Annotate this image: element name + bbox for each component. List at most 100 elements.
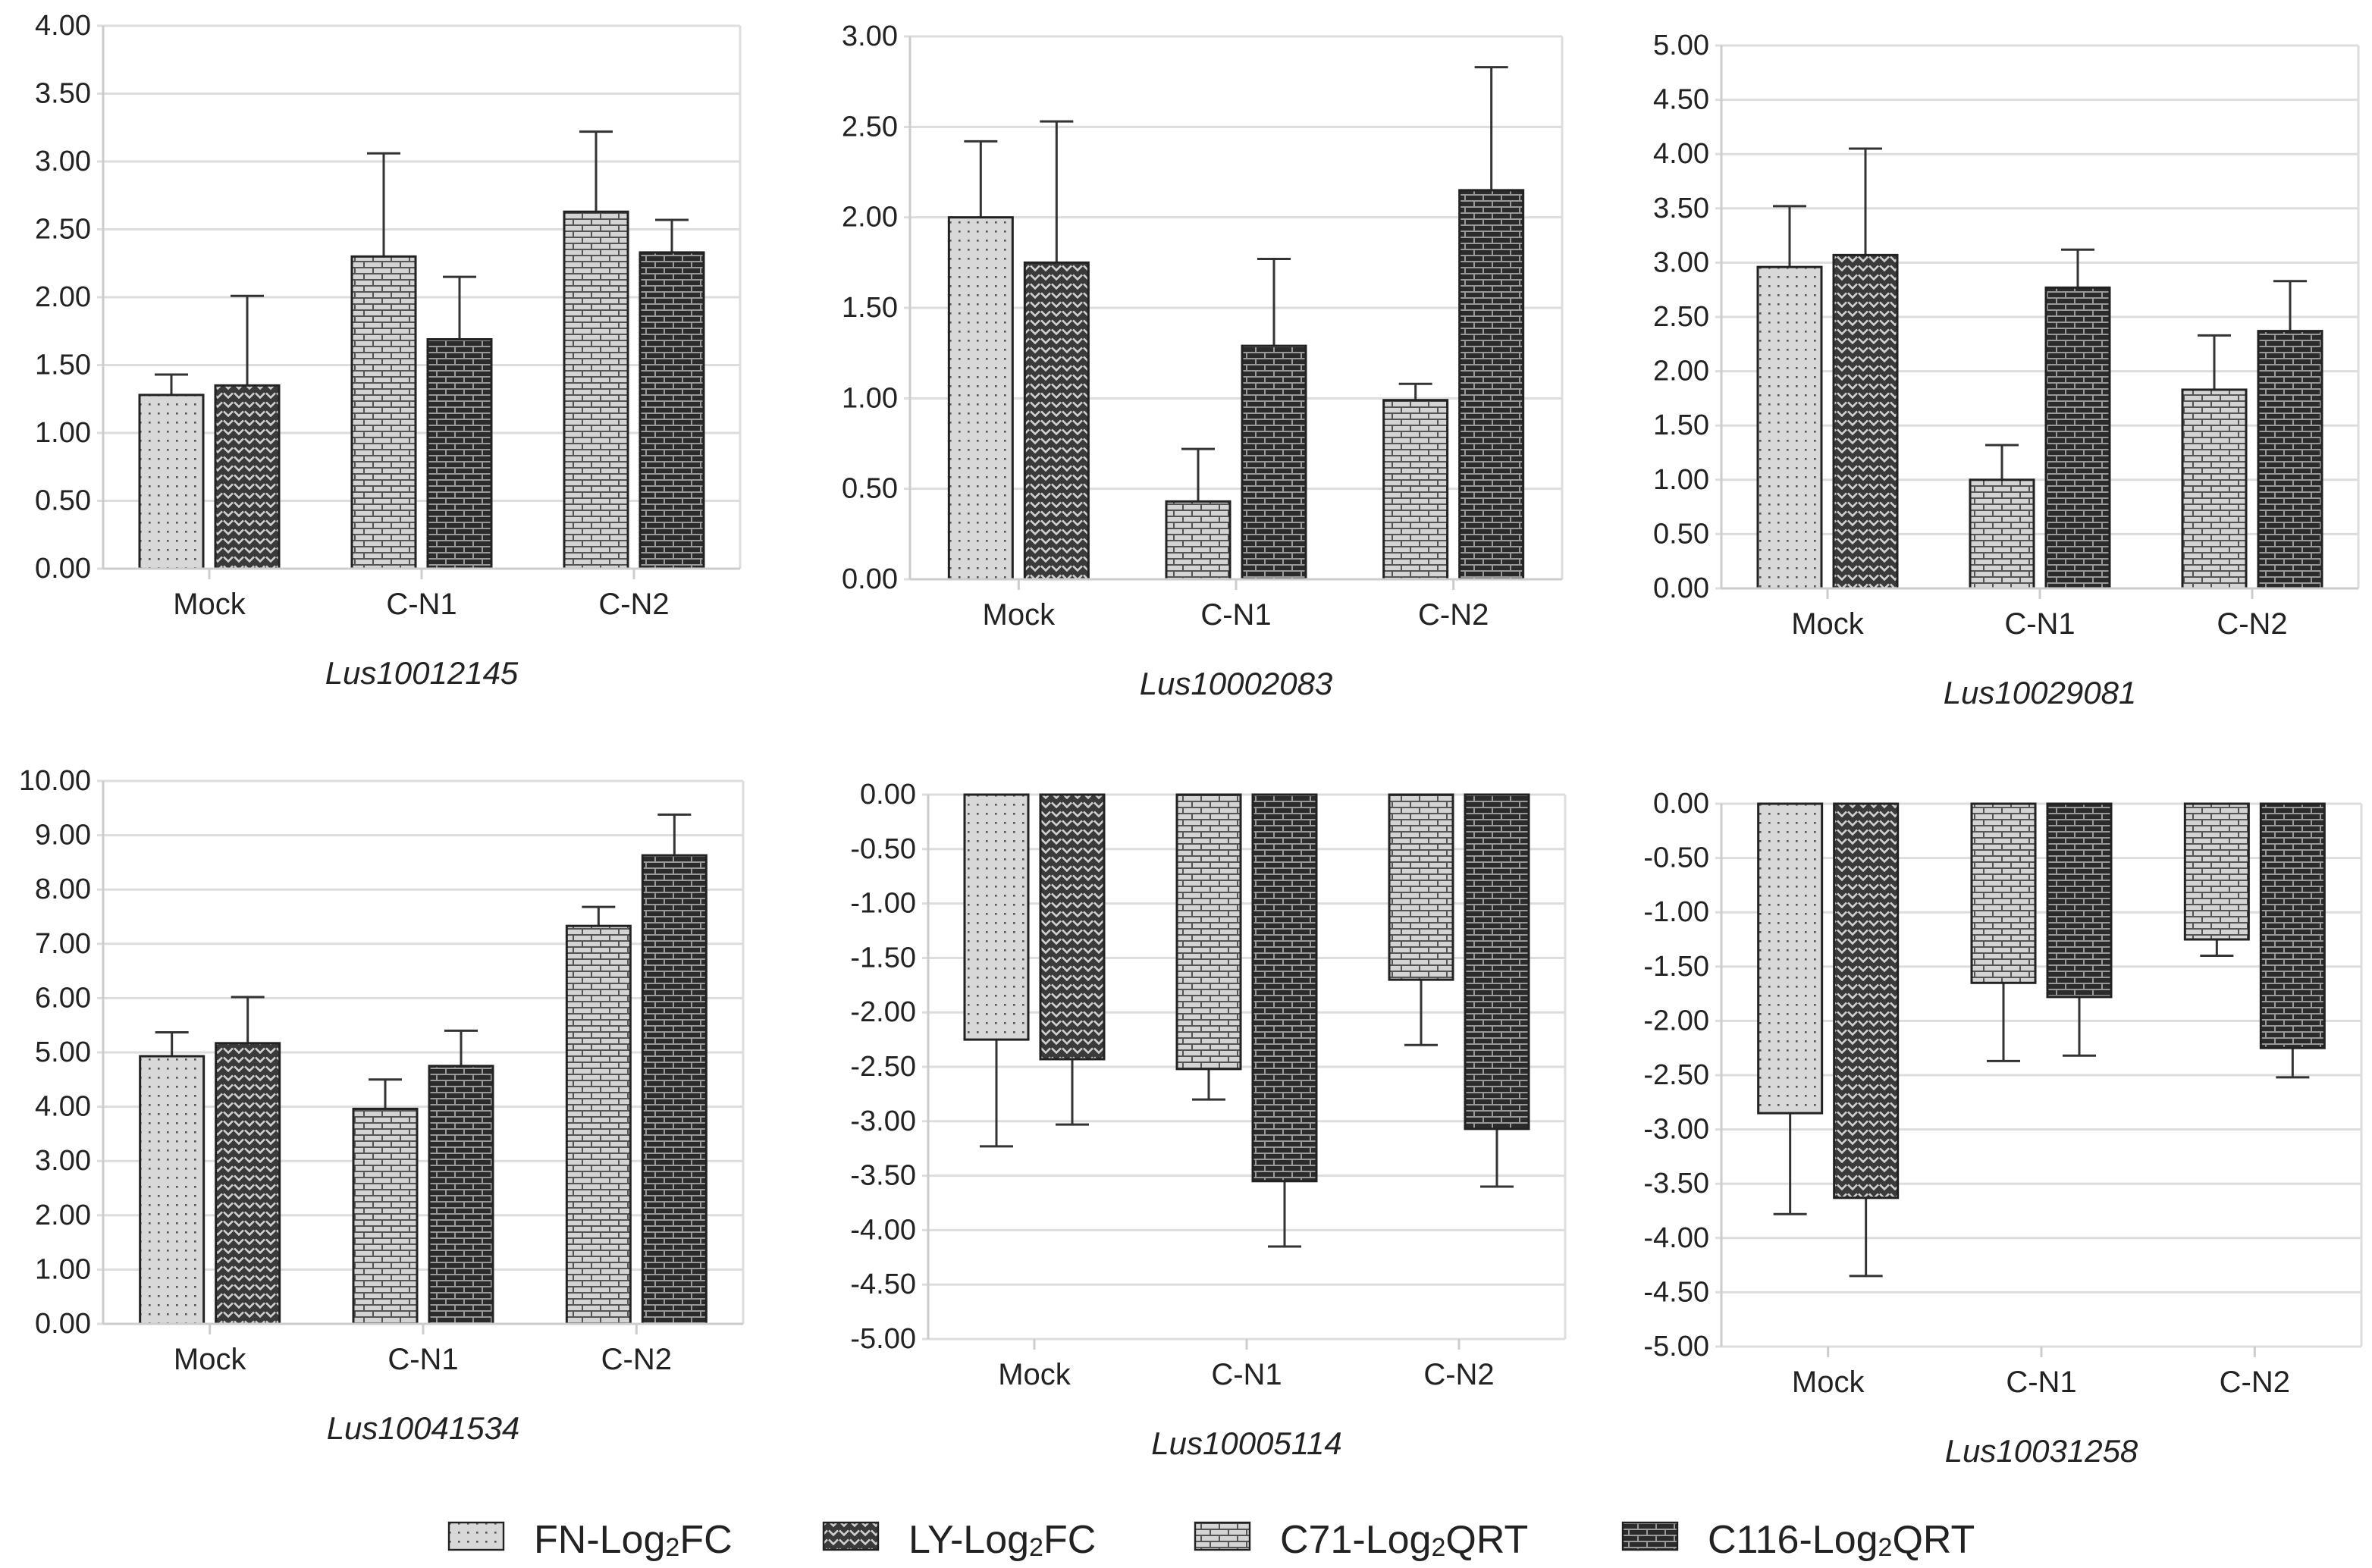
y-tick-label: 0.00 bbox=[35, 1308, 91, 1340]
legend-label-c71: C71-Log2QRT bbox=[1280, 1518, 1528, 1562]
bar-c71 bbox=[1970, 802, 2037, 984]
x-tick-label: Mock bbox=[998, 1358, 1071, 1391]
x-tick-label: C-N2 bbox=[1423, 1358, 1494, 1391]
chart-title: Lus10041534 bbox=[327, 1410, 520, 1446]
legend-label-suffix: FC bbox=[1043, 1518, 1096, 1562]
bar-c116 bbox=[1464, 793, 1530, 1131]
y-tick-label: 2.00 bbox=[35, 281, 91, 313]
bar-c71 bbox=[563, 210, 629, 570]
x-tick-label: C-N1 bbox=[1211, 1358, 1282, 1391]
bar-c116 bbox=[428, 1065, 494, 1325]
chart-title: Lus10031258 bbox=[1945, 1433, 2138, 1469]
bar-c116 bbox=[1241, 344, 1307, 581]
bar-c116 bbox=[2044, 286, 2111, 590]
y-tick-label: 4.00 bbox=[35, 1091, 91, 1123]
legend-label-suffix: QRT bbox=[1445, 1518, 1528, 1562]
y-tick-label: 0.50 bbox=[842, 473, 898, 505]
y-tick-label: 2.50 bbox=[35, 214, 91, 246]
y-tick-label: 4.50 bbox=[1653, 84, 1709, 116]
x-tick-label: C-N1 bbox=[2004, 607, 2075, 641]
legend-label-prefix: LY-Log bbox=[908, 1518, 1029, 1562]
y-tick-label: -1.50 bbox=[1643, 951, 1709, 983]
bar-c116 bbox=[641, 854, 708, 1325]
y-tick-label: -3.00 bbox=[850, 1105, 916, 1137]
bar-c116 bbox=[638, 251, 705, 570]
y-tick-label: 3.00 bbox=[35, 1145, 91, 1177]
bar-c71 bbox=[1165, 500, 1231, 581]
y-tick-label: 1.50 bbox=[842, 292, 898, 324]
y-tick-label: 0.00 bbox=[860, 779, 916, 811]
y-tick-label: 10.00 bbox=[19, 765, 91, 797]
y-tick-label: 2.00 bbox=[842, 202, 898, 234]
legend-swatch-c71 bbox=[1194, 1521, 1251, 1551]
x-tick-label: C-N2 bbox=[1418, 598, 1489, 632]
y-tick-label: 1.00 bbox=[842, 382, 898, 414]
y-tick-label: 4.00 bbox=[35, 10, 91, 42]
bar-c71 bbox=[1382, 399, 1449, 581]
bar-fn bbox=[947, 216, 1014, 581]
y-tick-label: -3.50 bbox=[1643, 1168, 1709, 1200]
chart-title: Lus10002083 bbox=[1140, 666, 1333, 701]
chart-panel: 0.00 0.50 1.00 1.50 2.00 2.50 3.00 3.50 4.00 4.50… bbox=[1653, 30, 2360, 710]
chart-panel: 0.00 0.50 1.00 1.50 2.00 2.50 3.00 3.50 4.00 Mock… bbox=[35, 10, 742, 691]
bar-c116 bbox=[1458, 189, 1525, 581]
bar-c71 bbox=[2183, 802, 2250, 941]
y-tick-label: -2.00 bbox=[850, 996, 916, 1028]
y-tick-label: 5.00 bbox=[35, 1036, 91, 1068]
legend-label-prefix: C71-Log bbox=[1280, 1518, 1431, 1562]
y-tick-label: 4.00 bbox=[1653, 138, 1709, 170]
x-tick-label: C-N1 bbox=[386, 588, 457, 621]
y-tick-label: 1.00 bbox=[35, 417, 91, 449]
chart-title: Lus10029081 bbox=[1944, 675, 2137, 710]
bar-fn bbox=[1757, 802, 1824, 1115]
bar-fn bbox=[1756, 265, 1823, 590]
bar-c116 bbox=[2259, 802, 2326, 1049]
x-tick-label: C-N1 bbox=[387, 1343, 458, 1376]
x-tick-label: C-N2 bbox=[598, 588, 669, 621]
y-tick-label: 1.00 bbox=[1653, 464, 1709, 496]
y-tick-label: -0.50 bbox=[1643, 842, 1709, 874]
bar-c71 bbox=[565, 924, 632, 1325]
y-tick-label: 2.00 bbox=[1653, 356, 1709, 387]
y-tick-label: 7.00 bbox=[35, 928, 91, 960]
legend-label-subscript: 2 bbox=[665, 1533, 679, 1562]
y-tick-label: 1.00 bbox=[35, 1253, 91, 1285]
legend-label-subscript: 2 bbox=[1029, 1533, 1043, 1562]
legend-label-fn: FN-Log2FC bbox=[534, 1518, 733, 1562]
y-tick-label: -5.00 bbox=[850, 1323, 916, 1355]
bar-ly bbox=[1023, 261, 1090, 581]
chart-title: Lus10012145 bbox=[325, 655, 519, 691]
bar-fn bbox=[139, 1055, 206, 1325]
x-tick-label: Mock bbox=[1791, 607, 1865, 641]
bar-c116 bbox=[426, 337, 493, 570]
y-tick-label: 8.00 bbox=[35, 873, 91, 905]
chart-title: Lus10005114 bbox=[1151, 1425, 1341, 1461]
chart-panel: 0.00 1.00 2.00 3.00 4.00 5.00 6.00 7.00 8.00 9.00… bbox=[19, 765, 745, 1446]
chart-panel: 0.00 0.50 1.00 1.50 2.00 2.50 3.00 Mock C-N1 C-N2… bbox=[842, 20, 1564, 701]
bar-ly bbox=[215, 1042, 281, 1325]
y-tick-label: -0.50 bbox=[850, 833, 916, 865]
x-tick-label: Mock bbox=[1792, 1366, 1865, 1399]
bar-c116 bbox=[1251, 793, 1318, 1183]
x-tick-label: Mock bbox=[983, 598, 1056, 632]
y-tick-label: -1.00 bbox=[850, 888, 916, 920]
bar-c71 bbox=[2181, 388, 2248, 590]
y-tick-label: -2.50 bbox=[850, 1051, 916, 1083]
bar-ly bbox=[1039, 793, 1106, 1061]
y-tick-label: -4.00 bbox=[850, 1214, 916, 1246]
bar-c71 bbox=[1969, 478, 2035, 590]
legend-swatch-c116 bbox=[1621, 1521, 1679, 1551]
legend-label-subscript: 2 bbox=[1878, 1533, 1893, 1562]
y-tick-label: 1.50 bbox=[1653, 409, 1709, 441]
bar-fn bbox=[963, 793, 1030, 1041]
y-tick-label: 2.00 bbox=[35, 1200, 91, 1231]
y-tick-label: -3.00 bbox=[1643, 1114, 1709, 1146]
y-tick-label: 6.00 bbox=[35, 982, 91, 1014]
legend-label-c116: C116-Log2QRT bbox=[1708, 1518, 1975, 1562]
y-tick-label: 0.00 bbox=[35, 553, 91, 585]
bar-c71 bbox=[350, 255, 417, 570]
y-tick-label: -3.50 bbox=[850, 1160, 916, 1192]
x-tick-label: C-N2 bbox=[2217, 607, 2287, 641]
y-tick-label: 0.00 bbox=[842, 563, 898, 595]
